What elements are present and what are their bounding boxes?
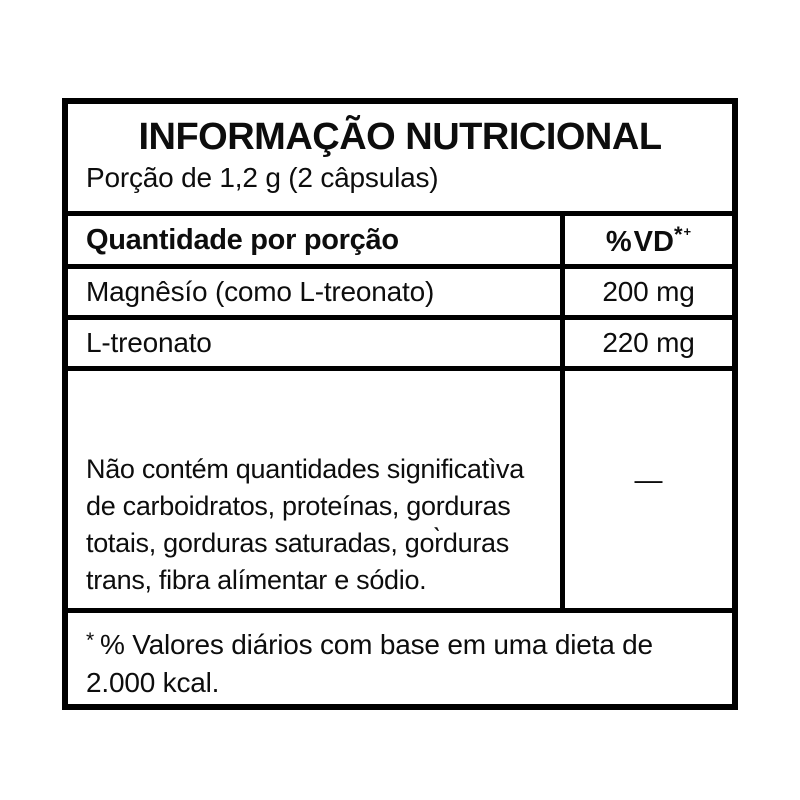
header-section: INFORMAÇÃO NUTRICIONAL Porção de 1,2 g (… bbox=[68, 104, 732, 211]
column-header-row: Quantidade por porção %VD*+ bbox=[68, 211, 732, 264]
table-row: L-treonato 220 mg bbox=[68, 315, 732, 366]
serving-size-text: Porção de 1,2 g (2 câpsulas) bbox=[86, 162, 439, 193]
no-significant-amounts-row: Não contém quantidades significatìva de … bbox=[68, 366, 732, 608]
footnote-line-1: *% Valores diários com base em uma dieta… bbox=[86, 622, 714, 664]
nutrient-value-cell: 200 mg bbox=[560, 269, 732, 315]
paragraph-line: trans, fibra alímentar e sódio. bbox=[86, 565, 427, 595]
nutrient-name-l-threonate: L-treonato bbox=[86, 327, 212, 358]
paragraph-line: Não contém quantidades significatìva bbox=[86, 454, 524, 484]
no-significant-value-cell: — bbox=[560, 371, 732, 608]
percent-dv-header: %VD*+ bbox=[606, 222, 691, 259]
nutrient-value-magnesium: 200 mg bbox=[602, 276, 695, 307]
no-significant-paragraph: Não contém quantidades significatìva de … bbox=[86, 451, 524, 599]
daily-value-header-cell: %VD*+ bbox=[560, 216, 732, 264]
em-dash-value: — bbox=[634, 463, 663, 495]
paragraph-line: totais, gorduras saturadas, gor̀duras bbox=[86, 528, 509, 558]
vd-asterisk-superscript: * bbox=[673, 221, 683, 247]
nutrient-name-cell: L-treonato bbox=[68, 320, 560, 366]
table-row: Magnêsío (como L-treonato) 200 mg bbox=[68, 264, 732, 315]
footnote-text: % Valores diários com base em uma dieta … bbox=[99, 629, 653, 660]
nutrient-name-cell: Magnêsío (como L-treonato) bbox=[68, 269, 560, 315]
footnote-asterisk: * bbox=[86, 629, 94, 652]
footnote-row: *% Valores diários com base em uma dieta… bbox=[68, 608, 732, 704]
quantity-per-serving-label: Quantidade por porção bbox=[86, 223, 399, 256]
percent-sign: % bbox=[605, 225, 632, 258]
quantity-header-cell: Quantidade por porção bbox=[68, 216, 560, 264]
nutrient-value-l-threonate: 220 mg bbox=[602, 327, 695, 358]
nutrient-value-cell: 220 mg bbox=[560, 320, 732, 366]
paragraph-line: de carboidratos, proteínas, gorduras bbox=[86, 491, 511, 521]
vd-plus-superscript: + bbox=[683, 223, 692, 239]
vd-label: VD bbox=[633, 225, 674, 258]
nutrition-info-title: INFORMAÇÃO NUTRICIONAL bbox=[138, 116, 662, 158]
footnote-line-2: 2.000 kcal. bbox=[86, 667, 220, 698]
nutrient-name-magnesium: Magnêsío (como L-treonato) bbox=[86, 276, 435, 307]
no-significant-text-cell: Não contém quantidades significatìva de … bbox=[68, 371, 560, 608]
nutrition-facts-table: INFORMAÇÃO NUTRICIONAL Porção de 1,2 g (… bbox=[62, 98, 738, 710]
